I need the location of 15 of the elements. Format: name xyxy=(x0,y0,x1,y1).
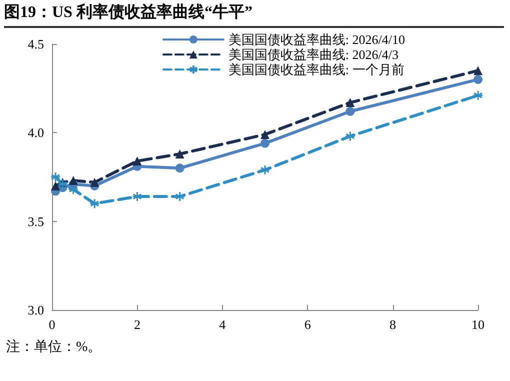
legend-label: 美国国债收益率曲线: 2026/4/3 xyxy=(228,47,399,62)
x-tick-label: 6 xyxy=(304,317,312,332)
x-tick-label: 8 xyxy=(390,317,396,332)
text: 注：单位：%。 xyxy=(6,338,102,357)
x-tick-label: 0 xyxy=(48,317,56,332)
chart-title: 图19：US 利率债收益率曲线“牛平” xyxy=(4,2,504,28)
legend-label: 美国国债收益率曲线: 2026/4/10 xyxy=(228,32,406,47)
legend-label: 美国国债收益率曲线: 一个月前 xyxy=(228,62,404,77)
x-tick-label: 4 xyxy=(219,317,226,332)
y-tick-label: 4.0 xyxy=(28,125,44,140)
y-tick-label: 4.5 xyxy=(28,36,44,52)
y-tick-label: 3.5 xyxy=(28,214,44,229)
x-tick-label: 10 xyxy=(472,317,484,332)
y-tick-label: 3.0 xyxy=(28,302,44,318)
x-tick-label: 2 xyxy=(134,317,140,332)
